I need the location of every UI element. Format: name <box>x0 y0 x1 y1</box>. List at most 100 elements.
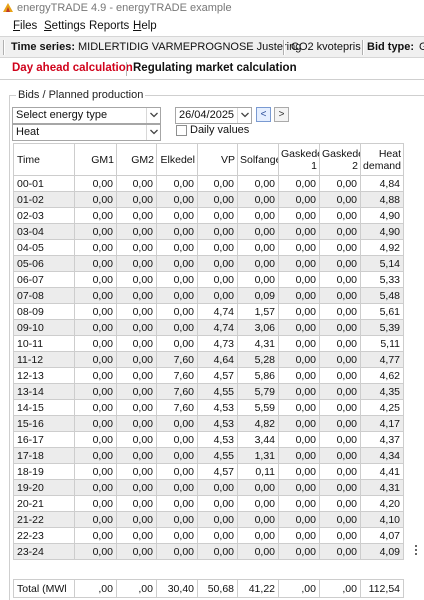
value-cell[interactable]: 0,00 <box>237 239 279 256</box>
table-row[interactable]: 17-18 0,00 0,00 0,00 4,55 1,31 0,00 0,00 4,34 <box>13 447 404 464</box>
column-header[interactable]: Gaskedel 1 <box>278 143 320 176</box>
value-cell[interactable]: 0,00 <box>197 287 238 304</box>
value-cell[interactable]: 4,53 <box>197 431 238 448</box>
value-cell[interactable]: 4,37 <box>360 431 404 448</box>
value-cell[interactable]: 0,00 <box>278 383 320 400</box>
table-row[interactable]: 01-02 0,00 0,00 0,00 0,00 0,00 0,00 0,00 4,88 <box>13 191 404 208</box>
value-cell[interactable]: 0,00 <box>197 479 238 496</box>
value-cell[interactable]: 0,00 <box>237 223 279 240</box>
value-cell[interactable]: 0,00 <box>278 303 320 320</box>
value-cell[interactable]: 0,00 <box>74 479 117 496</box>
value-cell[interactable]: 4,25 <box>360 399 404 416</box>
value-cell[interactable]: 0,00 <box>156 543 198 560</box>
value-cell[interactable]: 0,00 <box>237 175 279 192</box>
value-cell[interactable]: 4,73 <box>197 335 238 352</box>
value-cell[interactable]: 7,60 <box>156 351 198 368</box>
value-cell[interactable]: 0,00 <box>319 175 361 192</box>
chevron-down-icon[interactable] <box>146 125 160 140</box>
value-cell[interactable]: 4,31 <box>237 335 279 352</box>
value-cell[interactable]: 0,00 <box>74 447 117 464</box>
value-cell[interactable]: 0,00 <box>278 511 320 528</box>
table-row[interactable]: 12-13 0,00 0,00 7,60 4,57 5,86 0,00 0,00 4,62 <box>13 367 404 384</box>
value-cell[interactable]: 0,00 <box>278 255 320 272</box>
value-cell[interactable]: 4,92 <box>360 239 404 256</box>
value-cell[interactable]: 0,00 <box>156 319 198 336</box>
value-cell[interactable]: 0,00 <box>156 335 198 352</box>
value-cell[interactable]: 0,00 <box>319 367 361 384</box>
value-cell[interactable]: 0,00 <box>156 223 198 240</box>
value-cell[interactable]: 0,00 <box>237 255 279 272</box>
value-cell[interactable]: 0,00 <box>116 351 157 368</box>
value-cell[interactable]: 0,00 <box>74 399 117 416</box>
scroll-grip-icon[interactable] <box>414 545 418 559</box>
value-cell[interactable]: 5,86 <box>237 367 279 384</box>
column-header[interactable]: VP <box>197 143 238 176</box>
table-row[interactable]: 03-04 0,00 0,00 0,00 0,00 0,00 0,00 0,00 4,90 <box>13 223 404 240</box>
value-cell[interactable]: 0,00 <box>237 271 279 288</box>
value-cell[interactable]: 0,00 <box>116 319 157 336</box>
value-cell[interactable]: 0,00 <box>197 207 238 224</box>
value-cell[interactable]: 0,00 <box>278 463 320 480</box>
value-cell[interactable]: 1,57 <box>237 303 279 320</box>
value-cell[interactable]: 0,00 <box>74 271 117 288</box>
column-header[interactable]: GM1 <box>74 143 117 176</box>
value-cell[interactable]: 0,00 <box>156 527 198 544</box>
chevron-down-icon[interactable] <box>237 108 251 123</box>
value-cell[interactable]: 0,00 <box>319 287 361 304</box>
column-header[interactable]: Time <box>13 143 75 176</box>
value-cell[interactable]: 0,00 <box>116 463 157 480</box>
value-cell[interactable]: 4,74 <box>197 319 238 336</box>
value-cell[interactable]: 0,00 <box>319 543 361 560</box>
table-row[interactable]: 05-06 0,00 0,00 0,00 0,00 0,00 0,00 0,00 5,14 <box>13 255 404 272</box>
bid-type-value[interactable]: G <box>419 41 424 53</box>
value-cell[interactable]: 0,00 <box>237 479 279 496</box>
value-cell[interactable]: 4,74 <box>197 303 238 320</box>
table-row[interactable]: 14-15 0,00 0,00 7,60 4,53 5,59 0,00 0,00 4,25 <box>13 399 404 416</box>
value-cell[interactable]: 0,00 <box>319 207 361 224</box>
value-cell[interactable]: 0,00 <box>156 495 198 512</box>
value-cell[interactable]: 0,00 <box>237 495 279 512</box>
value-cell[interactable]: 4,34 <box>360 447 404 464</box>
value-cell[interactable]: 4,57 <box>197 463 238 480</box>
value-cell[interactable]: 4,10 <box>360 511 404 528</box>
value-cell[interactable]: 4,90 <box>360 207 404 224</box>
value-cell[interactable]: 0,00 <box>156 431 198 448</box>
value-cell[interactable]: 0,00 <box>74 287 117 304</box>
previous-day-button[interactable]: < <box>256 107 271 122</box>
value-cell[interactable]: 0,00 <box>156 191 198 208</box>
value-cell[interactable]: 0,00 <box>156 175 198 192</box>
value-cell[interactable]: 0,00 <box>74 463 117 480</box>
menu-files[interactable]: Files <box>13 20 37 32</box>
column-header[interactable]: Solfanger <box>237 143 279 176</box>
value-cell[interactable]: 0,00 <box>74 431 117 448</box>
value-cell[interactable]: 0,00 <box>319 495 361 512</box>
daily-values-checkbox[interactable] <box>176 125 187 136</box>
table-row[interactable]: 18-19 0,00 0,00 0,00 4,57 0,11 0,00 0,00 4,41 <box>13 463 404 480</box>
value-cell[interactable]: 4,55 <box>197 383 238 400</box>
value-cell[interactable]: 0,00 <box>156 447 198 464</box>
value-cell[interactable]: 0,00 <box>319 271 361 288</box>
value-cell[interactable]: 0,00 <box>116 335 157 352</box>
value-cell[interactable]: 5,11 <box>360 335 404 352</box>
value-cell[interactable]: 0,00 <box>278 447 320 464</box>
value-cell[interactable]: 0,00 <box>278 399 320 416</box>
value-cell[interactable]: 0,00 <box>116 287 157 304</box>
value-cell[interactable]: 0,00 <box>116 271 157 288</box>
table-row[interactable]: 15-16 0,00 0,00 0,00 4,53 4,82 0,00 0,00 4,17 <box>13 415 404 432</box>
menu-help[interactable]: Help <box>133 20 157 32</box>
value-cell[interactable]: 4,55 <box>197 447 238 464</box>
value-cell[interactable]: 0,00 <box>278 543 320 560</box>
value-cell[interactable]: 0,00 <box>197 175 238 192</box>
value-cell[interactable]: 0,00 <box>278 431 320 448</box>
time-series-value[interactable]: MIDLERTIDIG VARMEPROGNOSE Justering <box>78 41 302 53</box>
value-cell[interactable]: 3,44 <box>237 431 279 448</box>
table-row[interactable]: 00-01 0,00 0,00 0,00 0,00 0,00 0,00 0,00 4,84 <box>13 175 404 192</box>
value-cell[interactable]: 0,00 <box>116 415 157 432</box>
value-cell[interactable]: 5,28 <box>237 351 279 368</box>
value-cell[interactable]: 0,00 <box>319 463 361 480</box>
value-cell[interactable]: 0,00 <box>74 383 117 400</box>
value-cell[interactable]: 4,53 <box>197 415 238 432</box>
value-cell[interactable]: 0,00 <box>319 383 361 400</box>
co2-price-button[interactable]: CO2 kvotepris <box>291 41 361 53</box>
value-cell[interactable]: 0,00 <box>319 415 361 432</box>
